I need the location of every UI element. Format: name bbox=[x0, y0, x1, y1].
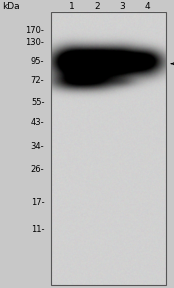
Text: 11-: 11- bbox=[31, 226, 44, 234]
Text: 17-: 17- bbox=[31, 198, 44, 207]
Text: 130-: 130- bbox=[26, 38, 44, 47]
Text: 2: 2 bbox=[94, 2, 100, 11]
Text: 170-: 170- bbox=[26, 26, 44, 35]
Text: 1: 1 bbox=[69, 2, 75, 11]
Text: 72-: 72- bbox=[31, 76, 44, 85]
Text: 43-: 43- bbox=[31, 118, 44, 126]
Text: kDa: kDa bbox=[2, 2, 19, 11]
Text: 4: 4 bbox=[144, 2, 150, 11]
Text: 95-: 95- bbox=[31, 58, 44, 67]
Text: 34-: 34- bbox=[31, 142, 44, 151]
Bar bbox=[51, 12, 166, 285]
Text: 26-: 26- bbox=[31, 165, 44, 174]
Text: 3: 3 bbox=[119, 2, 125, 11]
Text: 55-: 55- bbox=[31, 98, 44, 107]
